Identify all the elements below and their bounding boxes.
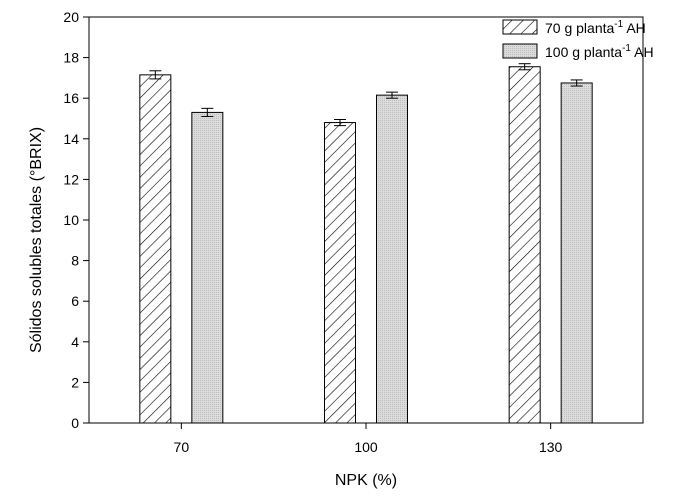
legend-label: 100 g planta-1 AH <box>545 43 654 60</box>
y-tick-label: 18 <box>63 50 79 66</box>
x-tick-label: 70 <box>174 439 190 455</box>
y-tick-label: 8 <box>71 253 79 269</box>
legend-swatch <box>502 19 538 35</box>
legend-label-superscript: -1 <box>622 43 631 54</box>
legend-label-suffix: AH <box>631 44 654 60</box>
legend-swatch <box>502 43 538 59</box>
y-tick-label: 20 <box>63 9 79 25</box>
y-axis-title: Sólidos solubles totales (°BRIX) <box>28 127 45 353</box>
bar <box>191 111 224 424</box>
bars <box>139 63 593 424</box>
x-tick-label: 100 <box>354 439 378 455</box>
y-axis: 0 2 4 6 8 10 12 14 16 18 20 <box>63 9 89 431</box>
bar <box>139 74 172 424</box>
y-tick-label: 12 <box>63 171 79 187</box>
legend-label: 70 g planta-1 AH <box>545 19 646 36</box>
y-tick-label: 10 <box>63 212 79 228</box>
bar <box>376 94 408 424</box>
bar <box>560 82 593 424</box>
bar <box>508 66 541 424</box>
legend-label-superscript: -1 <box>614 19 623 30</box>
x-tick-label: 130 <box>539 439 563 455</box>
legend-label-main: 70 g planta <box>545 20 614 36</box>
y-tick-label: 2 <box>71 374 79 390</box>
plot-border <box>88 16 644 424</box>
y-tick-label: 6 <box>71 293 79 309</box>
plot-frame <box>88 16 644 424</box>
legend-label-main: 100 g planta <box>545 44 622 60</box>
legend-label-suffix: AH <box>623 20 646 36</box>
y-tick-label: 14 <box>63 131 79 147</box>
x-axis-title: NPK (%) <box>335 472 397 489</box>
bar <box>324 122 356 424</box>
y-tick-label: 16 <box>63 90 79 106</box>
y-tick-label: 4 <box>71 334 79 350</box>
y-tick-label: 0 <box>71 415 79 431</box>
x-axis: 70 100 130 <box>174 423 563 455</box>
